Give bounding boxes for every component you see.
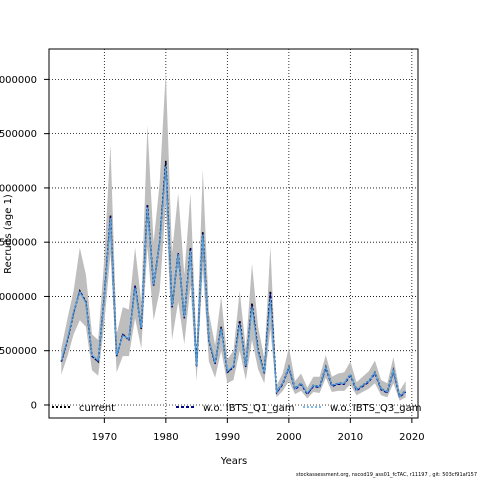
- y-axis-ticks: 0 500000 000000 500000 000000 500000 000000: [0, 75, 49, 411]
- legend-item-2: w.o. IBTS_Q3_gam: [303, 403, 421, 414]
- y-axis-label: Recruits (age 1): [3, 194, 14, 274]
- plot-frame: [48, 48, 419, 419]
- legend-label: current: [79, 403, 115, 414]
- x-tick-label: 2020: [399, 432, 424, 443]
- y-tick-label: 0: [31, 400, 37, 411]
- legend: current w.o. IBTS_Q1_gam w.o. IBTS_Q3_gam: [52, 403, 421, 414]
- series-lines: [60, 160, 407, 399]
- legend-item-0: current: [52, 403, 115, 414]
- x-axis-label: Years: [220, 456, 247, 467]
- legend-item-1: w.o. IBTS_Q1_gam: [176, 403, 294, 414]
- footer-source-text: stockassessment.org, nscod19_ass01_fcTAC…: [295, 472, 477, 478]
- y-tick-label: 000000: [0, 183, 37, 194]
- x-tick-label: 1990: [215, 432, 240, 443]
- confidence-band: [61, 71, 406, 401]
- x-tick-label: 1980: [153, 432, 178, 443]
- confidence-bands: [61, 71, 406, 401]
- x-tick-label: 2010: [338, 432, 363, 443]
- series-line-2: [60, 166, 407, 398]
- x-tick-label: 2000: [276, 432, 301, 443]
- y-tick-label: 500000: [0, 346, 37, 357]
- y-tick-label: 000000: [0, 292, 37, 303]
- x-tick-label: 1970: [92, 432, 117, 443]
- x-axis-ticks: 1970 1980 1990 2000 2010 2020: [92, 418, 425, 443]
- legend-label: w.o. IBTS_Q1_gam: [203, 403, 294, 414]
- legend-label: w.o. IBTS_Q3_gam: [330, 403, 421, 414]
- y-tick-label: 500000: [0, 238, 37, 249]
- y-tick-label: 000000: [0, 75, 37, 86]
- y-tick-label: 500000: [0, 129, 37, 140]
